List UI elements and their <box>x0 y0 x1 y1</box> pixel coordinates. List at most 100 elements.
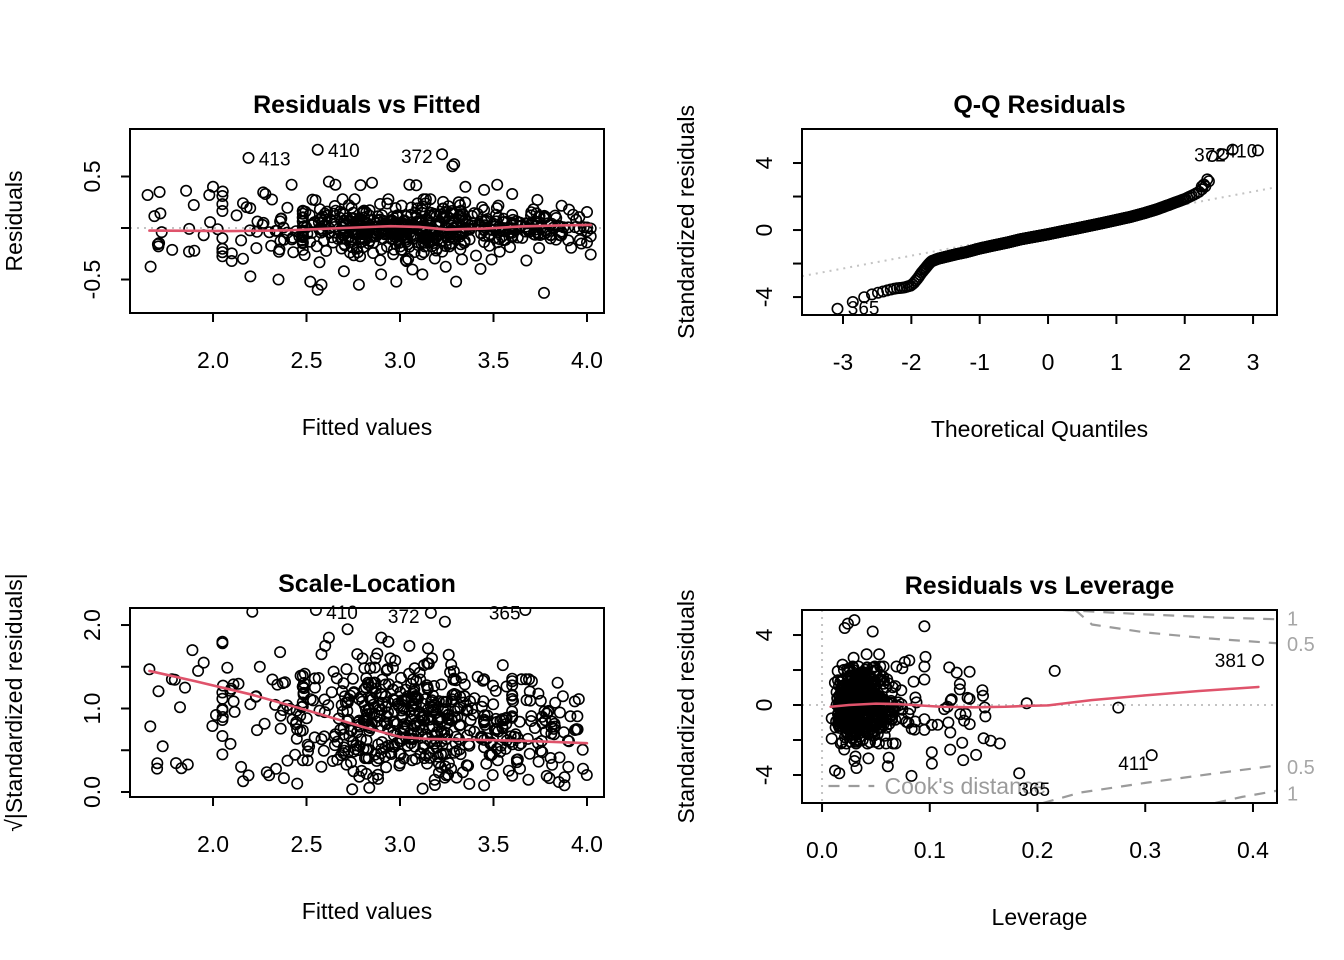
data-point <box>354 179 367 192</box>
smoother-line <box>148 669 589 745</box>
data-point <box>224 737 237 750</box>
data-point <box>244 202 257 215</box>
data-point <box>298 220 311 233</box>
data-point <box>216 748 229 761</box>
y-tick-label: 2.0 <box>79 609 105 641</box>
data-point <box>882 751 895 764</box>
data-point <box>303 740 316 753</box>
data-point <box>315 733 328 746</box>
data-point <box>919 650 932 663</box>
data-point <box>242 151 255 164</box>
data-point <box>407 673 420 686</box>
data-point <box>244 270 257 283</box>
data-point <box>455 671 468 684</box>
data-point <box>387 243 400 256</box>
data-point <box>1226 143 1239 156</box>
data-point <box>294 725 307 738</box>
data-point <box>417 236 430 249</box>
data-point <box>448 158 461 171</box>
data-point <box>364 662 377 675</box>
data-point <box>838 621 851 634</box>
data-point <box>183 222 196 235</box>
plot-frame <box>801 609 1278 804</box>
x-tick-label: 0.3 <box>1129 837 1161 863</box>
data-point <box>230 209 243 222</box>
data-point <box>363 781 376 794</box>
data-point <box>858 291 871 304</box>
data-point <box>562 760 575 773</box>
data-point <box>850 733 863 746</box>
data-point <box>417 697 430 710</box>
data-point <box>958 714 971 727</box>
data-point <box>423 713 436 726</box>
data-point <box>437 202 450 215</box>
data-point <box>304 275 317 288</box>
data-point <box>838 743 851 756</box>
data-point <box>316 210 329 223</box>
data-point <box>197 656 210 669</box>
x-axis-label: Theoretical Quantiles <box>931 416 1148 442</box>
data-point <box>277 772 290 785</box>
data-point <box>327 236 340 249</box>
data-point <box>144 260 157 273</box>
panel-qq-residuals: 365 372 410 -3 -2 -1 0 1 2 3 4 0 -4 Q-Q Residuals Theo… <box>673 91 1278 442</box>
data-point <box>354 690 367 703</box>
data-point <box>556 690 569 703</box>
panel-title: Scale-Location <box>278 570 456 598</box>
data-point <box>216 185 229 198</box>
data-point <box>463 724 476 737</box>
data-point <box>317 744 330 757</box>
data-point <box>380 717 393 730</box>
data-point <box>886 737 899 750</box>
data-point <box>408 246 421 259</box>
data-point <box>315 648 328 661</box>
data-point <box>520 254 533 267</box>
data-point <box>388 705 401 718</box>
data-point <box>532 211 545 224</box>
data-point <box>358 204 371 217</box>
data-point <box>925 718 938 731</box>
data-point <box>401 692 414 705</box>
data-point <box>868 680 881 693</box>
data-point <box>848 754 861 767</box>
data-point <box>338 744 351 757</box>
data-point <box>435 678 448 691</box>
x-tick-label: 0.4 <box>1237 837 1269 863</box>
data-point <box>376 673 389 686</box>
data-point <box>206 719 219 732</box>
data-point <box>300 712 313 725</box>
data-point <box>476 674 489 687</box>
data-point <box>235 234 248 247</box>
x-axis-label: Fitted values <box>302 898 432 924</box>
data-point <box>825 712 838 725</box>
data-point <box>259 188 272 201</box>
data-point <box>439 747 452 760</box>
data-point <box>221 661 234 674</box>
data-point <box>237 252 250 265</box>
plot-frame <box>801 128 1278 316</box>
data-point <box>337 728 350 741</box>
data-point <box>1195 180 1208 193</box>
data-point <box>1217 148 1230 161</box>
point-label: 365 <box>848 298 880 319</box>
point-label: 365 <box>489 604 521 625</box>
data-point <box>296 234 309 247</box>
data-point <box>862 752 875 765</box>
data-point <box>584 230 597 243</box>
x-tick-label: 2.5 <box>291 831 323 857</box>
data-point <box>430 244 443 257</box>
data-point <box>187 199 200 212</box>
data-point <box>850 737 863 750</box>
data-point <box>852 695 865 708</box>
data-point <box>454 238 467 251</box>
data-point <box>869 675 882 688</box>
data-point <box>296 754 309 767</box>
data-point <box>454 208 467 221</box>
data-point <box>350 242 363 255</box>
data-point <box>286 713 299 726</box>
data-point <box>331 753 344 766</box>
data-point <box>414 718 427 731</box>
data-point <box>370 715 383 728</box>
data-point <box>522 773 535 786</box>
